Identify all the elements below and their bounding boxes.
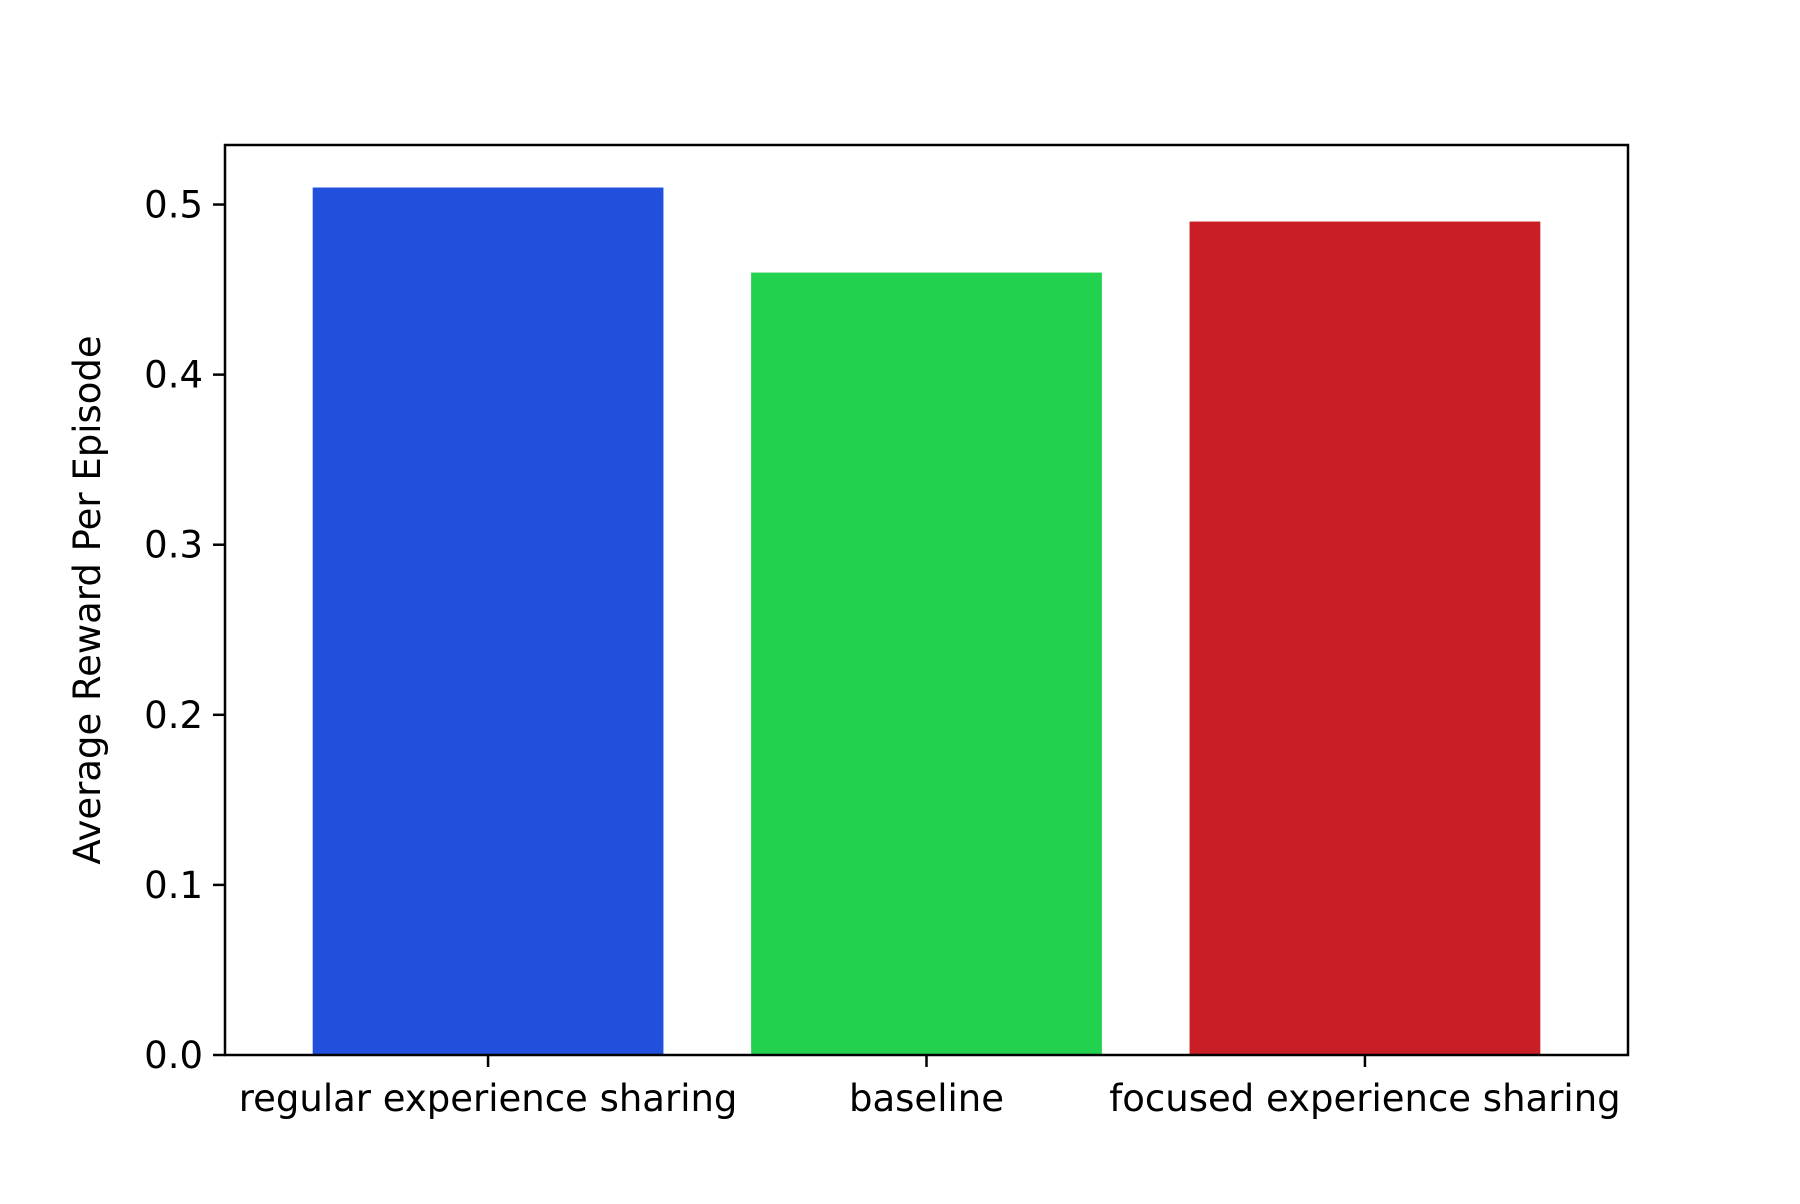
y-axis-label: Average Reward Per Episode [66,335,109,864]
y-tick-label: 0.3 [144,524,203,567]
y-tick-label: 0.4 [144,354,203,397]
bars-layer [312,187,1541,1056]
y-tick-label: 0.1 [144,864,203,907]
y-tick-label: 0.0 [144,1034,203,1077]
axes-layer: 0.0 0.1 0.2 0.3 0.4 0.5 regular experience sha… [144,143,1630,1120]
bar-focused-experience-sharing [1189,221,1541,1055]
x-tick-label: focused experience sharing [1109,1077,1620,1120]
y-tick-label: 0.2 [144,694,203,737]
x-tick-label: baseline [849,1077,1004,1120]
bar-regular-experience-sharing [312,187,664,1055]
bar-baseline [751,272,1102,1056]
x-tick-label: regular experience sharing [239,1077,738,1120]
y-tick-label: 0.5 [144,184,203,227]
